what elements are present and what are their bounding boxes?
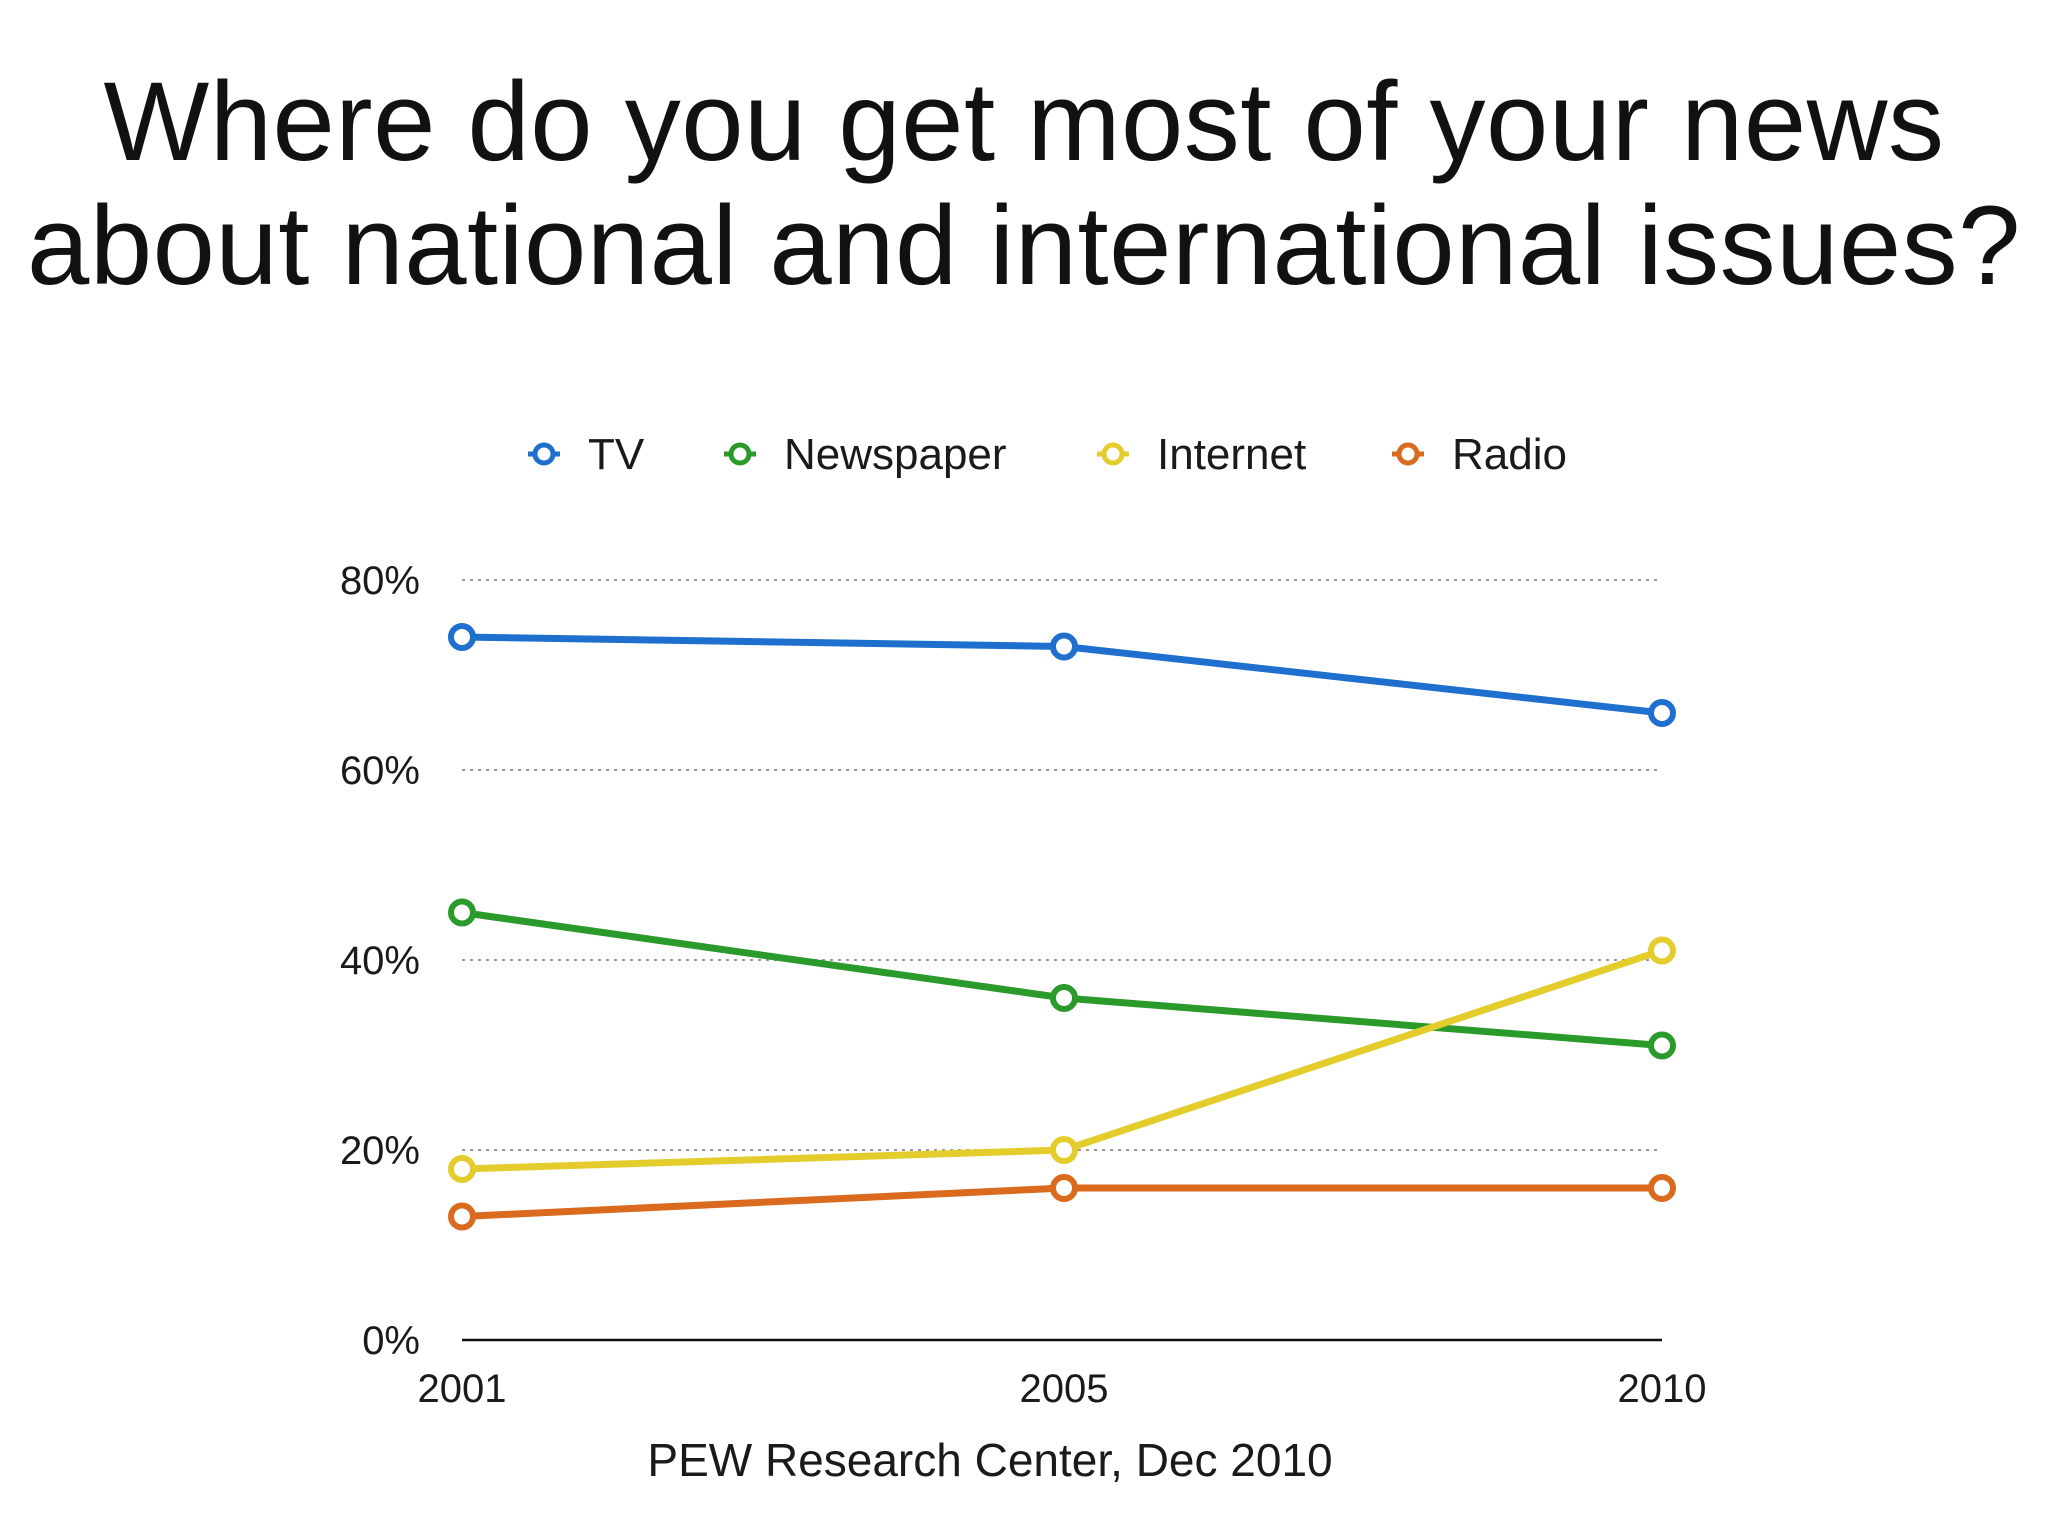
- data-point-radio: [448, 1202, 476, 1231]
- chart-title: Where do you get most of your news about…: [0, 60, 2048, 308]
- source-note: PEW Research Center, Dec 2010: [647, 1434, 1332, 1486]
- series-line-newspaper: [458, 909, 1666, 1049]
- legend-label-newspaper: Newspaper: [784, 430, 1007, 479]
- data-point-tv: [1648, 699, 1676, 727]
- legend-label-radio: Radio: [1452, 430, 1567, 479]
- legend-label-internet: Internet: [1157, 430, 1306, 479]
- data-point-radio: [1050, 1174, 1078, 1202]
- legend-marker-newspaper: [728, 442, 752, 466]
- y-tick-label: 20%: [340, 1129, 420, 1173]
- data-point-newspaper: [1648, 1031, 1676, 1060]
- data-point-newspaper: [448, 898, 476, 927]
- legend-marker-tv: [532, 442, 556, 466]
- y-tick-label: 40%: [340, 939, 420, 983]
- series-group: [448, 623, 1676, 1231]
- legend-marker-internet: [1101, 442, 1125, 466]
- data-point-internet: [1050, 1136, 1078, 1164]
- data-point-tv: [448, 623, 476, 651]
- y-tick-label: 80%: [340, 559, 420, 603]
- x-tick-label: 2010: [1618, 1367, 1707, 1411]
- data-point-newspaper: [1050, 984, 1078, 1012]
- x-tick-label: 2005: [1020, 1367, 1109, 1411]
- gridlines: [462, 579, 1662, 1151]
- legend-label-tv: TV: [588, 430, 645, 479]
- axes: 0% 20% 40% 60% 80% 2001 2005 2010: [340, 559, 1707, 1411]
- data-point-internet: [1648, 936, 1676, 965]
- chart-title-line-1: Where do you get most of your news: [103, 59, 1945, 184]
- y-tick-label: 0%: [362, 1319, 420, 1363]
- data-point-radio: [1648, 1174, 1676, 1202]
- data-point-tv: [1050, 632, 1078, 661]
- legend: TV Newspaper Internet Radio: [528, 430, 1567, 479]
- legend-marker-radio: [1396, 442, 1420, 466]
- y-tick-label: 60%: [340, 749, 420, 793]
- data-point-internet: [448, 1155, 476, 1183]
- chart-title-line-2: about national and international issues?: [27, 183, 2021, 308]
- x-tick-label: 2001: [418, 1367, 507, 1411]
